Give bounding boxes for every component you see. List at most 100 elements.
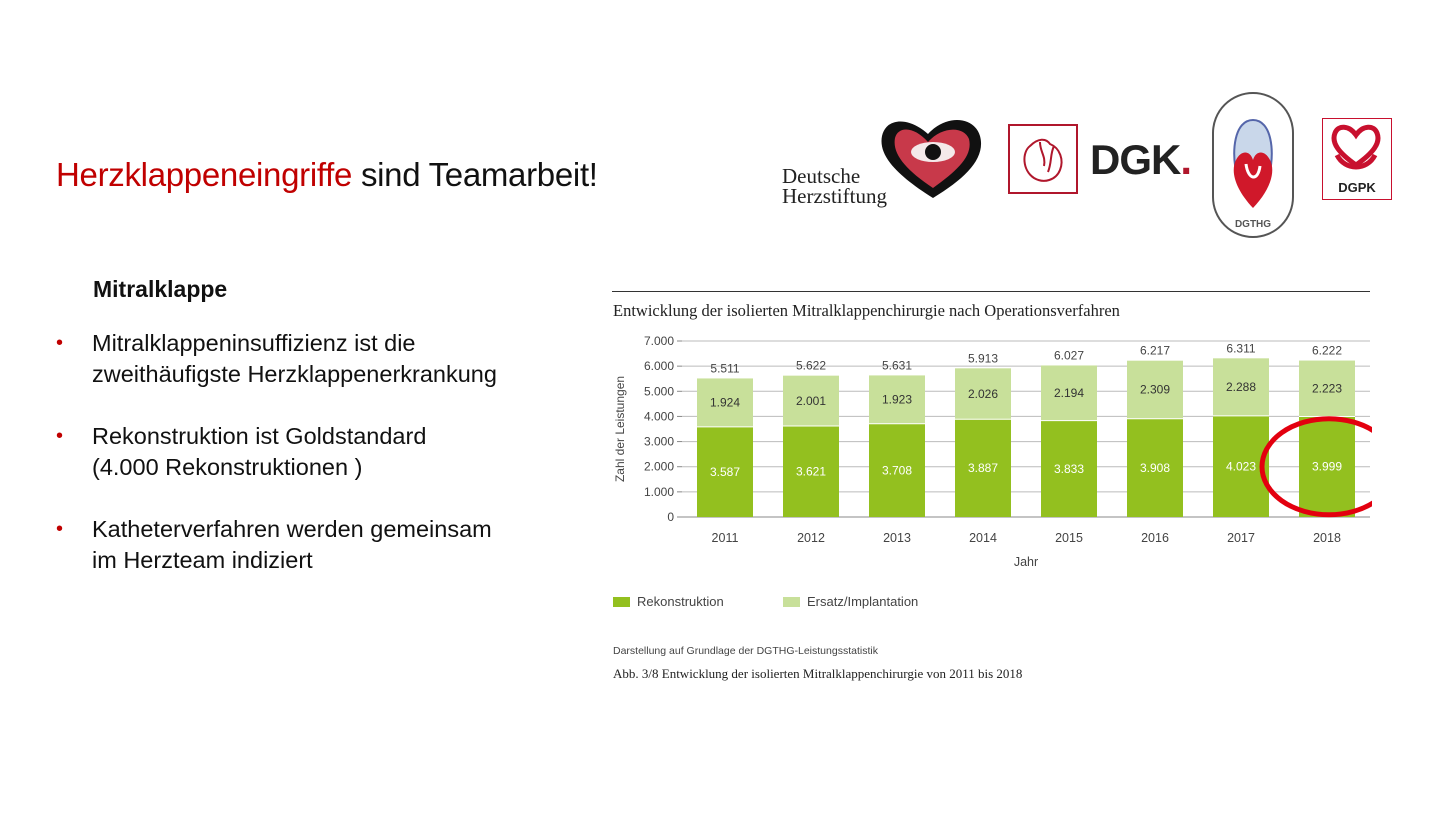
bullet-line: zweithäufigste Herzklappenerkrankung <box>92 361 497 387</box>
stacked-bar-chart: 0 1.000 2.000 3.000 4.000 5.000 6.000 7.000 Zahl… <box>613 334 1372 569</box>
bullet-item: • Rekonstruktion ist Goldstandard (4.000… <box>56 421 576 483</box>
bullet-item: • Mitralklappeninsuffizienz ist die zwei… <box>56 328 576 390</box>
y-tick-label: 3.000 <box>644 435 674 449</box>
x-tick-label: 2017 <box>1227 531 1255 545</box>
value-label-reconstruction: 3.887 <box>968 461 998 475</box>
x-tick-label: 2011 <box>712 531 739 545</box>
legend-item-reconstruction: Rekonstruktion <box>613 594 724 609</box>
legend-swatch <box>613 597 630 607</box>
value-label-reconstruction: 3.587 <box>710 465 740 479</box>
deutsche-herzstiftung-text: Deutsche Herzstiftung <box>782 164 887 208</box>
x-tick-label: 2015 <box>1055 531 1083 545</box>
total-label: 6.027 <box>1054 348 1084 362</box>
y-tick-label: 2.000 <box>644 460 674 474</box>
total-label: 6.222 <box>1312 344 1342 358</box>
value-label-reconstruction: 3.999 <box>1312 460 1342 474</box>
total-label: 5.631 <box>882 358 912 372</box>
bullet-icon: • <box>56 425 64 447</box>
legend-label: Ersatz/Implantation <box>807 594 919 609</box>
x-tick-label: 2016 <box>1141 531 1169 545</box>
legend-item-replacement: Ersatz/Implantation <box>783 594 918 609</box>
value-label-replacement: 2.309 <box>1140 383 1170 397</box>
y-tick-label: 6.000 <box>644 359 674 373</box>
x-tick-label: 2012 <box>797 531 825 545</box>
dgthg-logo: DGTHG <box>1210 90 1296 240</box>
bullet-icon: • <box>56 518 64 540</box>
value-label-replacement: 2.223 <box>1312 382 1342 396</box>
bar-replacement <box>1299 360 1355 417</box>
y-tick-label: 0 <box>667 510 674 524</box>
bar-replacement <box>1213 358 1269 416</box>
highlight-circle <box>1259 416 1372 518</box>
bar-reconstruction <box>783 425 839 517</box>
bar-reconstruction <box>955 419 1011 517</box>
bullet-line: Katheterverfahren werden gemeinsam <box>92 516 492 542</box>
y-axis-label: Zahl der Leistungen <box>613 376 627 482</box>
chart-panel: Entwicklung der isolierten Mitralklappen… <box>612 291 1372 691</box>
heart-eye-icon <box>881 119 982 198</box>
dgthg-text: DGTHG <box>1235 219 1271 230</box>
chart-top-rule <box>612 291 1370 292</box>
bar-reconstruction <box>1299 416 1355 517</box>
deutsche-herzstiftung-logo: Deutsche Herzstiftung <box>778 106 986 208</box>
logo-bar: Deutsche Herzstiftung DGK. DGTHG DGPK <box>778 90 1398 240</box>
anatomical-heart-icon <box>1023 138 1063 182</box>
value-label-replacement: 1.924 <box>710 396 740 410</box>
total-label: 6.311 <box>1226 341 1255 355</box>
dgpk-logo: DGPK <box>1322 118 1392 200</box>
bar-replacement <box>1041 365 1097 421</box>
total-label: 6.217 <box>1140 344 1170 358</box>
dgpk-heart-icon <box>1331 124 1381 170</box>
bullet-line: (4.000 Rekonstruktionen ) <box>92 454 363 480</box>
bullet-line: Mitralklappeninsuffizienz ist die <box>92 330 416 356</box>
dgthg-emblem-icon: DGTHG <box>1212 92 1294 238</box>
x-axis-label: Jahr <box>1014 555 1038 569</box>
subheading: Mitralklappe <box>93 276 228 302</box>
bar-reconstruction <box>1041 420 1097 517</box>
slide-title-rest: sind Teamarbeit! <box>360 156 598 193</box>
logo-text-line1: Deutsche <box>782 164 861 188</box>
value-label-reconstruction: 3.621 <box>796 464 826 478</box>
total-label: 5.913 <box>968 351 998 365</box>
slide-title: Herzklappeneingriffe sind Teamarbeit! <box>56 156 598 194</box>
bullet-list: • Mitralklappeninsuffizienz ist die zwei… <box>56 328 576 607</box>
dgk-heart-box <box>1008 124 1078 194</box>
chart-source-note: Darstellung auf Grundlage der DGTHG-Leis… <box>613 645 878 657</box>
bullet-line: im Herzteam indiziert <box>92 547 313 573</box>
bullet-line: Rekonstruktion ist Goldstandard <box>92 423 427 449</box>
bar-replacement <box>955 368 1011 420</box>
value-label-replacement: 2.001 <box>796 394 826 408</box>
value-label-replacement: 2.288 <box>1226 380 1256 394</box>
dgk-text: DGK <box>1090 136 1181 183</box>
value-label-replacement: 2.194 <box>1054 386 1084 400</box>
legend-swatch <box>783 597 800 607</box>
bar-reconstruction <box>1127 418 1183 517</box>
chart-title: Entwicklung der isolierten Mitralklappen… <box>613 301 1120 320</box>
bar-replacement <box>869 375 925 424</box>
dgk-logo: DGK. <box>1008 124 1192 196</box>
chart-caption: Abb. 3/8 Entwicklung der isolierten Mitr… <box>613 666 1023 681</box>
y-tick-label: 5.000 <box>644 384 674 398</box>
y-tick-label: 1.000 <box>644 485 674 499</box>
bar-replacement <box>783 375 839 426</box>
dgk-wordmark: DGK. <box>1090 136 1192 183</box>
bullet-item: • Katheterverfahren werden gemeinsam im … <box>56 514 576 576</box>
y-tick-label: 4.000 <box>644 409 674 423</box>
y-tick-label: 7.000 <box>644 334 674 348</box>
value-label-reconstruction: 3.833 <box>1054 462 1084 476</box>
x-tick-label: 2018 <box>1313 531 1341 545</box>
logo-text-line2: Herzstiftung <box>782 184 887 208</box>
value-label-reconstruction: 3.908 <box>1140 461 1170 475</box>
bar-reconstruction <box>697 426 753 517</box>
total-label: 5.511 <box>710 361 739 375</box>
x-tick-label: 2014 <box>969 531 997 545</box>
value-label-reconstruction: 4.023 <box>1226 459 1256 473</box>
bar-reconstruction <box>869 423 925 517</box>
bullet-icon: • <box>56 332 64 354</box>
value-label-replacement: 2.026 <box>968 387 998 401</box>
dgpk-text: DGPK <box>1338 180 1376 195</box>
legend-label: Rekonstruktion <box>637 594 724 609</box>
value-label-replacement: 1.923 <box>882 393 912 407</box>
total-label: 5.622 <box>796 359 826 373</box>
slide-title-highlight: Herzklappeneingriffe <box>56 156 353 193</box>
